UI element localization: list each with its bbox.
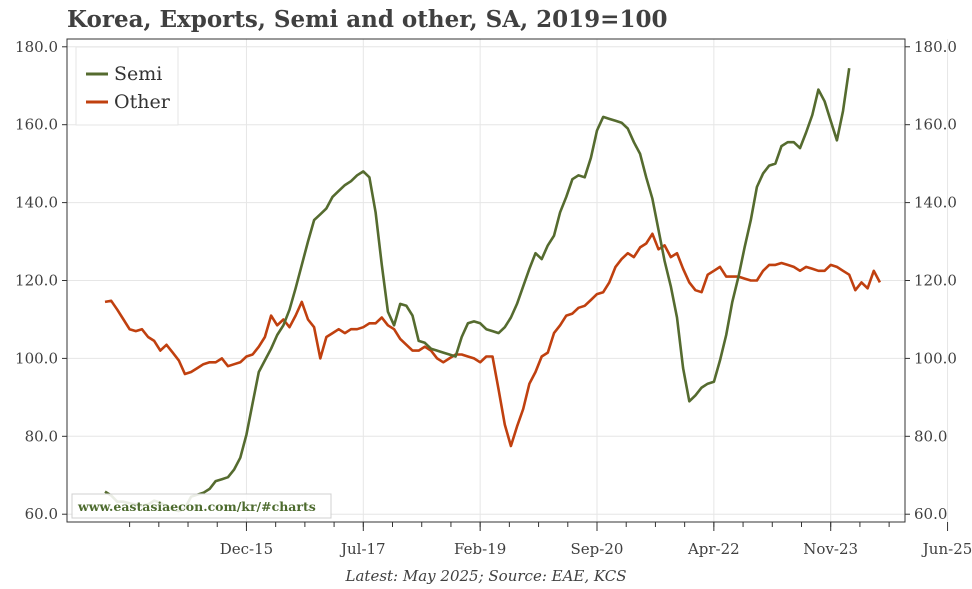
y-axis-left: 60.0 80.0 100.0 120.0 140.0 160.0 180.0 <box>15 38 67 523</box>
x-tick-label: Nov-23 <box>803 540 858 558</box>
y-tick-label-right: 100.0 <box>914 349 957 367</box>
y-tick-label-right: 160.0 <box>914 116 957 134</box>
series-lines <box>104 68 882 513</box>
x-tick-label: Jun-25 <box>921 540 972 558</box>
x-tick-label: Apr-22 <box>687 540 740 558</box>
x-axis: Dec-15 Jul-17 Feb-19 Sep-20 Apr-22 Nov-23 Jun-… <box>129 522 972 558</box>
legend-box <box>75 46 179 126</box>
x-tick-label: Feb-19 <box>454 540 506 558</box>
y-tick-label: 120.0 <box>15 272 58 290</box>
x-tick-label: Jul-17 <box>339 540 386 558</box>
source-note: Latest: May 2025; Source: EAE, KCS <box>345 567 627 585</box>
y-tick-label: 100.0 <box>15 349 58 367</box>
grid <box>67 39 949 522</box>
watermark-box <box>71 493 332 519</box>
y-tick-label-right: 120.0 <box>914 272 957 290</box>
y-axis-right: 60.0 80.0 100.0 120.0 140.0 160.0 180.0 <box>905 38 957 523</box>
legend-label-semi: Semi <box>114 63 162 85</box>
watermark: www.eastasiaecon.com/kr/#charts <box>71 493 332 519</box>
y-tick-label: 180.0 <box>15 38 58 56</box>
y-tick-label: 160.0 <box>15 116 58 134</box>
y-tick-label: 60.0 <box>25 505 58 523</box>
legend: Semi Other <box>75 46 179 126</box>
y-tick-label-right: 80.0 <box>914 427 947 445</box>
x-tick-label: Sep-20 <box>571 540 624 558</box>
y-tick-label-right: 140.0 <box>914 194 957 212</box>
chart-title: Korea, Exports, Semi and other, SA, 2019… <box>67 6 668 33</box>
series-line-other <box>104 232 882 448</box>
y-tick-label-right: 180.0 <box>914 38 957 56</box>
y-tick-label-right: 60.0 <box>914 505 947 523</box>
y-tick-label: 80.0 <box>25 427 58 445</box>
watermark-text: www.eastasiaecon.com/kr/#charts <box>77 499 316 514</box>
y-tick-label: 140.0 <box>15 194 58 212</box>
series-line-semi <box>104 68 851 513</box>
x-tick-label: Dec-15 <box>220 540 273 558</box>
legend-label-other: Other <box>114 91 171 113</box>
